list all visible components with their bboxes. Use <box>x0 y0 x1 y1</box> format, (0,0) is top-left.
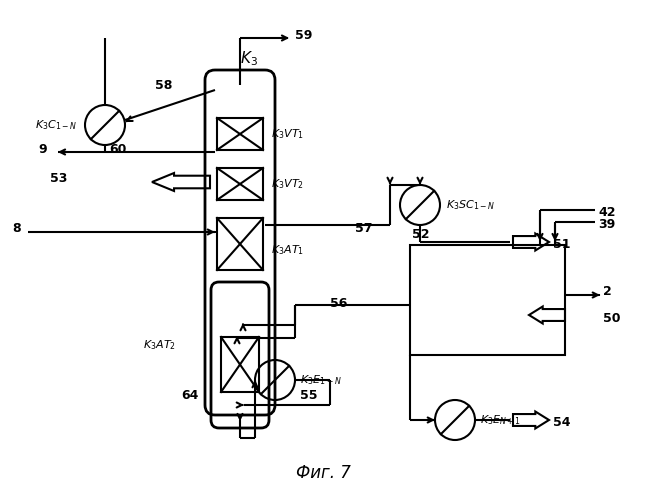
Text: $K_3C_{1-N}$: $K_3C_{1-N}$ <box>35 118 78 132</box>
Bar <box>217 168 263 200</box>
Text: $K_3AT_2$: $K_3AT_2$ <box>143 338 176 352</box>
Text: 52: 52 <box>412 228 430 241</box>
Text: $K_3VT_2$: $K_3VT_2$ <box>271 177 304 191</box>
Text: 51: 51 <box>553 238 570 252</box>
Text: 53: 53 <box>50 172 67 186</box>
Text: 56: 56 <box>330 297 348 310</box>
Text: $K_3AT_1$: $K_3AT_1$ <box>271 243 304 257</box>
Text: 2: 2 <box>603 285 612 298</box>
Text: $K_3E_{N+1}$: $K_3E_{N+1}$ <box>480 413 521 427</box>
Text: 59: 59 <box>295 29 313 42</box>
Text: 8: 8 <box>12 222 21 235</box>
Text: $K_3SC_{1-N}$: $K_3SC_{1-N}$ <box>446 198 495 212</box>
Text: 55: 55 <box>300 389 317 402</box>
Bar <box>221 337 259 392</box>
Text: 60: 60 <box>109 143 127 156</box>
Text: 9: 9 <box>38 143 47 156</box>
Text: $K_3$: $K_3$ <box>240 50 258 68</box>
Text: $K_3VT_1$: $K_3VT_1$ <box>271 127 304 141</box>
Text: 39: 39 <box>598 218 615 232</box>
Text: 57: 57 <box>355 222 373 235</box>
Text: 50: 50 <box>603 312 621 324</box>
Text: 54: 54 <box>553 416 570 428</box>
Bar <box>217 218 263 270</box>
Text: $K_3E_{1-N}$: $K_3E_{1-N}$ <box>300 373 342 387</box>
Text: 64: 64 <box>181 389 198 402</box>
Bar <box>410 245 565 355</box>
Bar <box>217 118 263 150</box>
Text: 58: 58 <box>155 79 172 92</box>
Text: Фиг. 7: Фиг. 7 <box>296 464 350 482</box>
Text: 42: 42 <box>598 206 616 220</box>
